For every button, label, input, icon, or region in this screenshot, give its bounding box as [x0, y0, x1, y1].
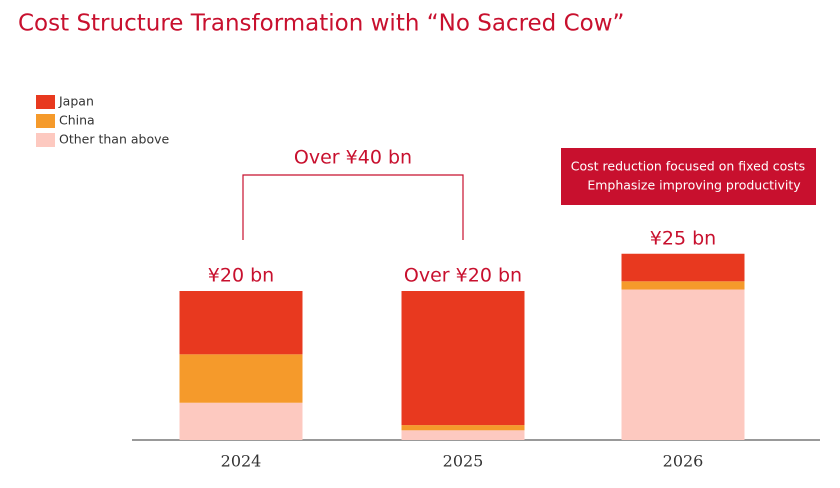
legend-label: Other than above — [59, 132, 169, 147]
bar-segment — [621, 281, 745, 290]
bar-segment — [401, 430, 525, 440]
total-label: ¥20 bn — [208, 265, 274, 287]
bracket — [242, 174, 464, 240]
callout-box — [561, 148, 816, 205]
legend-label: China — [59, 113, 95, 128]
bar-segment — [179, 291, 303, 355]
legend-swatch — [36, 114, 55, 128]
callout-line: Cost reduction focused on fixed costs — [571, 159, 805, 174]
bracket-label: Over ¥40 bn — [294, 147, 412, 169]
bar-segment — [401, 425, 525, 431]
bar-segment — [179, 402, 303, 440]
bar-segment — [401, 291, 525, 426]
x-tick-label: 2025 — [443, 452, 484, 471]
callout-line: Emphasize improving productivity — [587, 178, 801, 193]
bar-segment — [621, 253, 745, 282]
total-label: ¥25 bn — [650, 227, 716, 249]
x-tick-label: 2026 — [663, 452, 704, 471]
chart-title: Cost Structure Transformation with “No S… — [18, 11, 624, 37]
total-label: Over ¥20 bn — [404, 265, 522, 287]
legend-swatch — [36, 95, 55, 109]
legend-label: Japan — [58, 94, 94, 109]
x-tick-label: 2024 — [221, 452, 262, 471]
bar-segment — [621, 289, 745, 440]
legend-swatch — [36, 133, 55, 147]
bar-segment — [179, 354, 303, 403]
